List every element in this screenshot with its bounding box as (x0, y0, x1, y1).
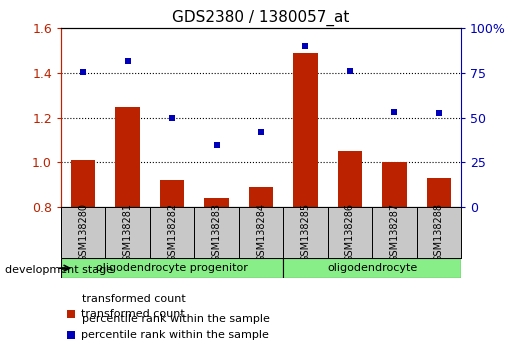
Text: GSM138282: GSM138282 (167, 203, 177, 262)
Bar (205, 198, 229, 207)
Text: GSM138287: GSM138287 (390, 203, 400, 262)
Text: percentile rank within the sample: percentile rank within the sample (81, 330, 269, 340)
Bar (116, 107, 140, 207)
Text: GSM138283: GSM138283 (211, 203, 222, 262)
Bar (382, 162, 407, 207)
Text: oligodendrocyte: oligodendrocyte (327, 263, 417, 273)
Bar (150, 207, 195, 258)
Text: GSM138284: GSM138284 (256, 203, 266, 262)
Bar (239, 207, 283, 258)
Bar (249, 187, 273, 207)
Bar (61, 207, 105, 258)
Text: percentile rank within the sample: percentile rank within the sample (82, 314, 270, 324)
Bar (372, 207, 417, 258)
Text: GSM138285: GSM138285 (301, 203, 311, 262)
Text: transformed count: transformed count (82, 294, 186, 304)
Bar (283, 207, 328, 258)
Text: GSM138288: GSM138288 (434, 203, 444, 262)
Text: GSM138280: GSM138280 (78, 203, 88, 262)
Bar (338, 151, 362, 207)
Bar (61, 258, 283, 278)
Bar (71, 160, 95, 207)
Text: oligodendrocyte progenitor: oligodendrocyte progenitor (96, 263, 248, 273)
Text: GSM138286: GSM138286 (345, 203, 355, 262)
Text: development stage: development stage (5, 265, 113, 275)
Bar (417, 207, 461, 258)
Bar (160, 180, 184, 207)
Bar (105, 207, 150, 258)
Text: transformed count: transformed count (81, 308, 185, 319)
Title: GDS2380 / 1380057_at: GDS2380 / 1380057_at (172, 9, 350, 25)
Bar (195, 207, 239, 258)
Bar (293, 53, 317, 207)
Text: GSM138281: GSM138281 (122, 203, 132, 262)
Bar (328, 207, 372, 258)
Bar (283, 258, 461, 278)
Bar (427, 178, 451, 207)
